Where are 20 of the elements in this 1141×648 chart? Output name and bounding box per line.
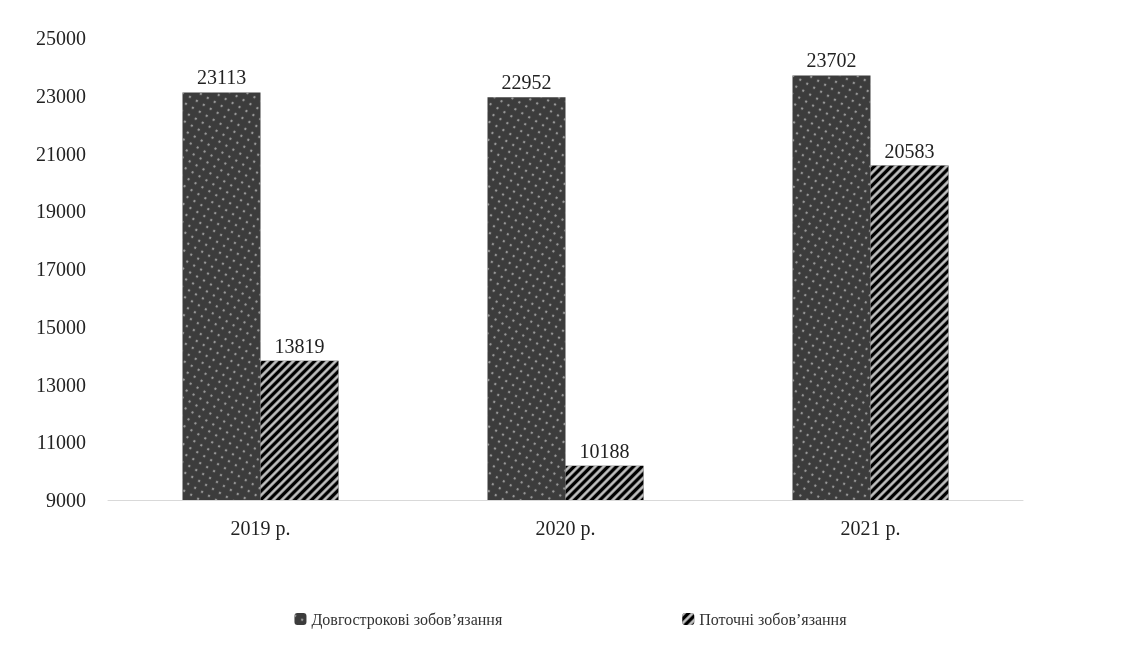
y-tick-label: 13000 [36,373,86,396]
y-tick-label: 21000 [36,142,86,165]
data-label: 13819 [274,334,325,357]
y-tick-label: 15000 [36,315,86,338]
y-tick-label: 23000 [36,84,86,107]
legend-label: Поточні зобов’язання [699,610,848,628]
y-tick-label: 9000 [46,489,86,511]
x-tick-label: 2020 р. [535,517,596,540]
x-tick-label: 2021 р. [840,517,901,540]
data-label: 10188 [579,439,630,462]
data-label: 22952 [501,71,552,94]
y-tick-label: 19000 [36,200,86,223]
y-tick-label: 17000 [36,258,86,280]
data-label: 23702 [806,49,857,72]
data-label: 23113 [196,66,247,89]
y-tick-label: 11000 [36,431,86,454]
x-tick-label: 2019 р. [230,517,291,540]
y-tick-label: 25000 [36,27,86,49]
legend-label: Довгострокові зобов’язання [311,610,503,629]
data-label: 20583 [884,139,935,162]
